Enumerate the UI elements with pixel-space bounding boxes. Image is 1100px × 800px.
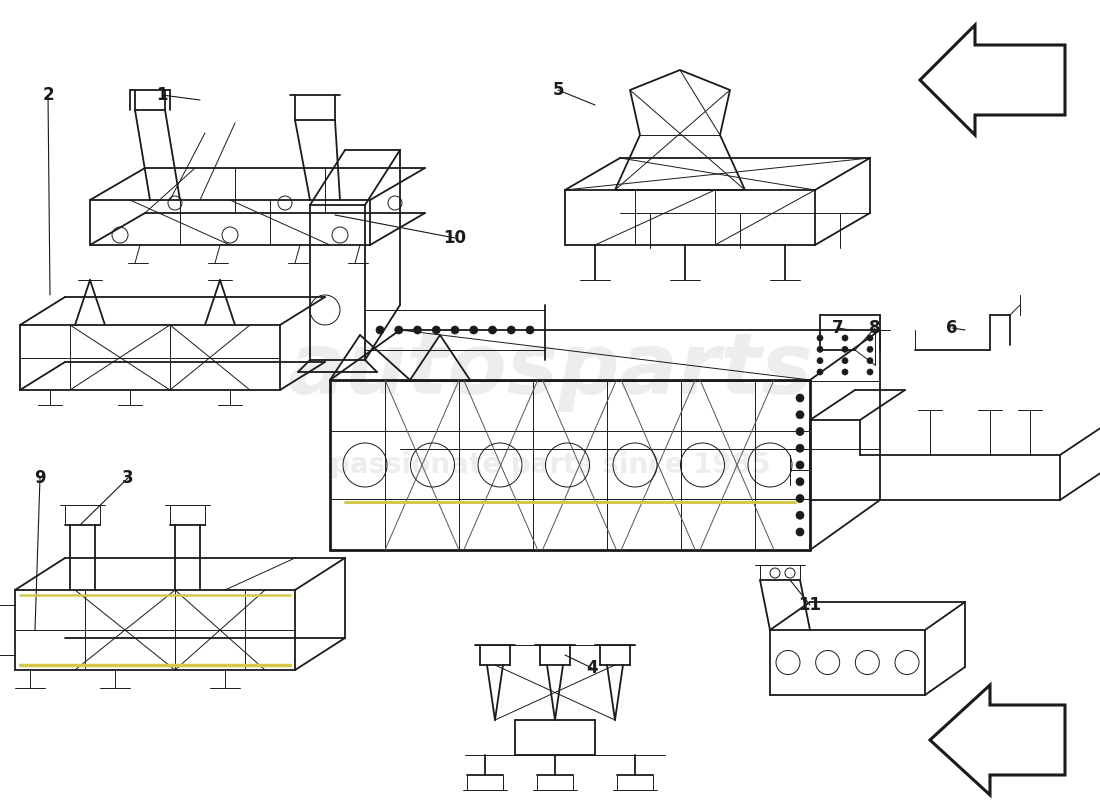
- Circle shape: [414, 326, 421, 334]
- Text: 10: 10: [443, 229, 466, 247]
- Text: passionate parts since 1985: passionate parts since 1985: [330, 451, 770, 479]
- Circle shape: [796, 461, 804, 469]
- Text: 5: 5: [552, 81, 563, 99]
- Text: autosparts: autosparts: [287, 329, 813, 411]
- Circle shape: [470, 326, 477, 334]
- Text: 1: 1: [156, 86, 167, 104]
- Circle shape: [867, 369, 873, 375]
- Text: 7: 7: [833, 319, 844, 337]
- Circle shape: [451, 326, 459, 334]
- Text: 4: 4: [586, 659, 597, 677]
- Circle shape: [817, 358, 823, 364]
- Circle shape: [867, 335, 873, 341]
- Circle shape: [432, 326, 440, 334]
- Circle shape: [842, 335, 848, 341]
- Circle shape: [817, 335, 823, 341]
- Circle shape: [867, 346, 873, 352]
- Circle shape: [796, 528, 804, 536]
- Circle shape: [817, 369, 823, 375]
- Circle shape: [842, 346, 848, 352]
- Text: 2: 2: [42, 86, 54, 104]
- Circle shape: [842, 358, 848, 364]
- Circle shape: [796, 394, 804, 402]
- Circle shape: [796, 511, 804, 519]
- Circle shape: [796, 444, 804, 452]
- Circle shape: [796, 478, 804, 486]
- Circle shape: [526, 326, 534, 334]
- Text: 8: 8: [869, 319, 881, 337]
- Circle shape: [376, 326, 384, 334]
- Text: 6: 6: [946, 319, 958, 337]
- Circle shape: [867, 358, 873, 364]
- Text: 9: 9: [34, 469, 46, 487]
- Circle shape: [395, 326, 403, 334]
- Circle shape: [507, 326, 515, 334]
- Circle shape: [796, 427, 804, 435]
- Circle shape: [817, 346, 823, 352]
- Text: 3: 3: [122, 469, 134, 487]
- Circle shape: [796, 410, 804, 418]
- Circle shape: [842, 369, 848, 375]
- Circle shape: [488, 326, 496, 334]
- Circle shape: [796, 494, 804, 502]
- Text: 11: 11: [799, 596, 822, 614]
